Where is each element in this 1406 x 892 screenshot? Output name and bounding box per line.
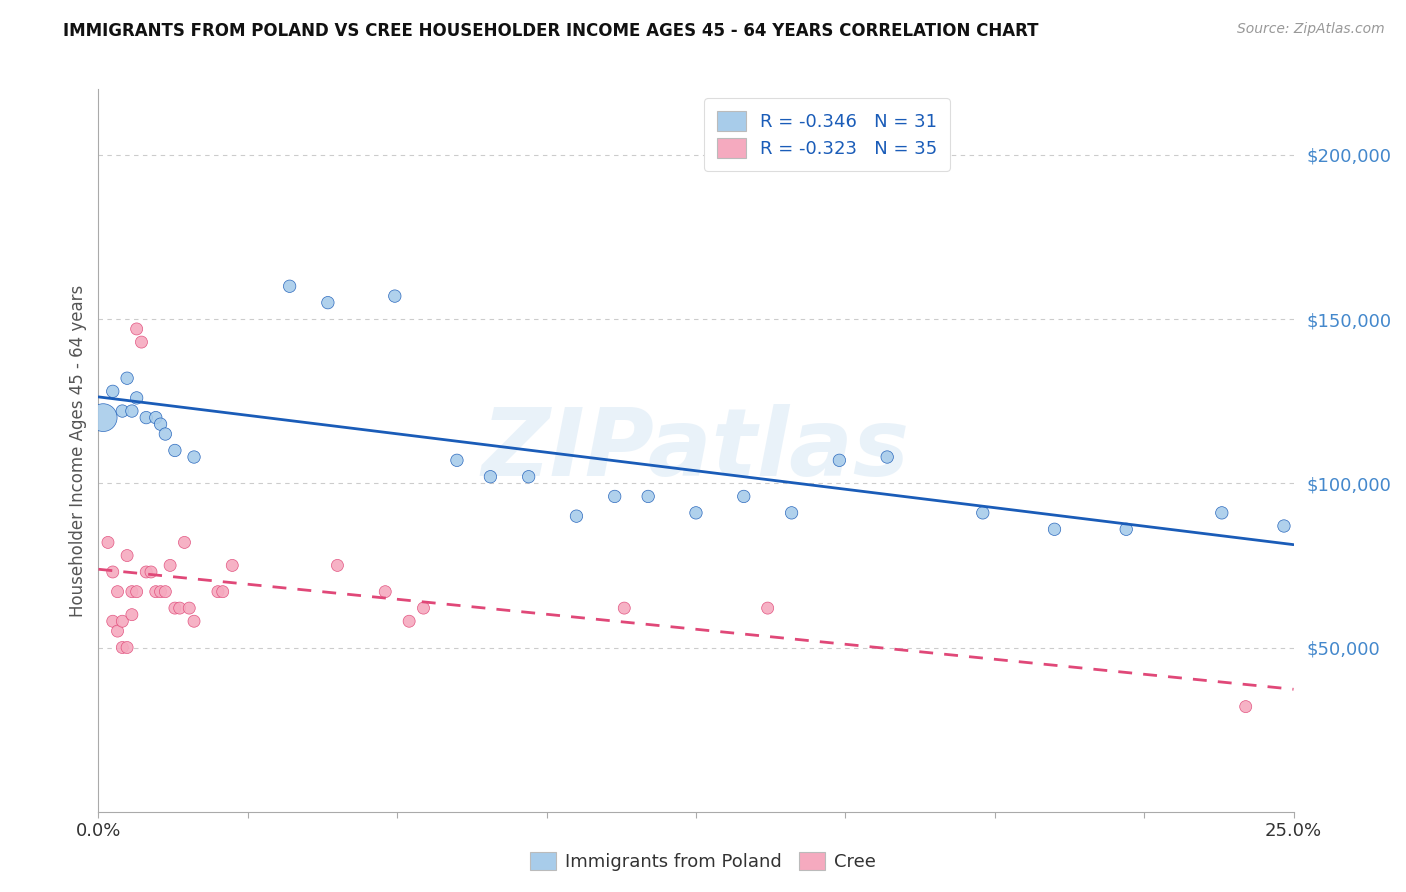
- Point: [398, 614, 420, 628]
- Point: [101, 384, 124, 399]
- Point: [972, 506, 994, 520]
- Point: [637, 490, 659, 504]
- Point: [183, 614, 205, 628]
- Point: [97, 535, 120, 549]
- Text: ZIPatlas: ZIPatlas: [482, 404, 910, 497]
- Point: [163, 443, 186, 458]
- Point: [173, 535, 195, 549]
- Point: [111, 640, 134, 655]
- Point: [145, 410, 167, 425]
- Point: [828, 453, 851, 467]
- Point: [101, 614, 124, 628]
- Point: [121, 607, 143, 622]
- Point: [131, 334, 153, 349]
- Point: [163, 601, 186, 615]
- Point: [155, 427, 177, 442]
- Point: [139, 565, 162, 579]
- Point: [876, 450, 898, 464]
- Point: [125, 322, 148, 336]
- Point: [135, 410, 157, 425]
- Point: [685, 506, 707, 520]
- Text: IMMIGRANTS FROM POLAND VS CREE HOUSEHOLDER INCOME AGES 45 - 64 YEARS CORRELATION: IMMIGRANTS FROM POLAND VS CREE HOUSEHOLD…: [63, 22, 1039, 40]
- Point: [149, 417, 172, 432]
- Point: [183, 450, 205, 464]
- Point: [101, 565, 124, 579]
- Point: [115, 549, 138, 563]
- Point: [111, 404, 134, 418]
- Point: [125, 584, 148, 599]
- Point: [159, 558, 181, 573]
- Point: [1211, 506, 1233, 520]
- Point: [733, 490, 755, 504]
- Point: [111, 614, 134, 628]
- Point: [91, 410, 114, 425]
- Point: [374, 584, 396, 599]
- Point: [278, 279, 301, 293]
- Point: [613, 601, 636, 615]
- Point: [326, 558, 349, 573]
- Point: [384, 289, 406, 303]
- Point: [1272, 519, 1295, 533]
- Point: [179, 601, 201, 615]
- Point: [107, 624, 129, 639]
- Legend: R = -0.346   N = 31, R = -0.323   N = 35: R = -0.346 N = 31, R = -0.323 N = 35: [704, 98, 950, 170]
- Point: [1115, 522, 1137, 536]
- Point: [121, 404, 143, 418]
- Point: [1234, 699, 1257, 714]
- Point: [107, 584, 129, 599]
- Point: [603, 490, 626, 504]
- Point: [756, 601, 779, 615]
- Point: [211, 584, 233, 599]
- Point: [479, 469, 502, 483]
- Point: [149, 584, 172, 599]
- Point: [155, 584, 177, 599]
- Point: [221, 558, 243, 573]
- Text: Source: ZipAtlas.com: Source: ZipAtlas.com: [1237, 22, 1385, 37]
- Point: [780, 506, 803, 520]
- Point: [517, 469, 540, 483]
- Point: [446, 453, 468, 467]
- Point: [565, 509, 588, 524]
- Point: [169, 601, 191, 615]
- Point: [121, 584, 143, 599]
- Point: [412, 601, 434, 615]
- Point: [1043, 522, 1066, 536]
- Point: [316, 295, 339, 310]
- Point: [145, 584, 167, 599]
- Legend: Immigrants from Poland, Cree: Immigrants from Poland, Cree: [523, 846, 883, 879]
- Point: [207, 584, 229, 599]
- Point: [115, 640, 138, 655]
- Y-axis label: Householder Income Ages 45 - 64 years: Householder Income Ages 45 - 64 years: [69, 285, 87, 616]
- Point: [115, 371, 138, 385]
- Point: [125, 391, 148, 405]
- Point: [135, 565, 157, 579]
